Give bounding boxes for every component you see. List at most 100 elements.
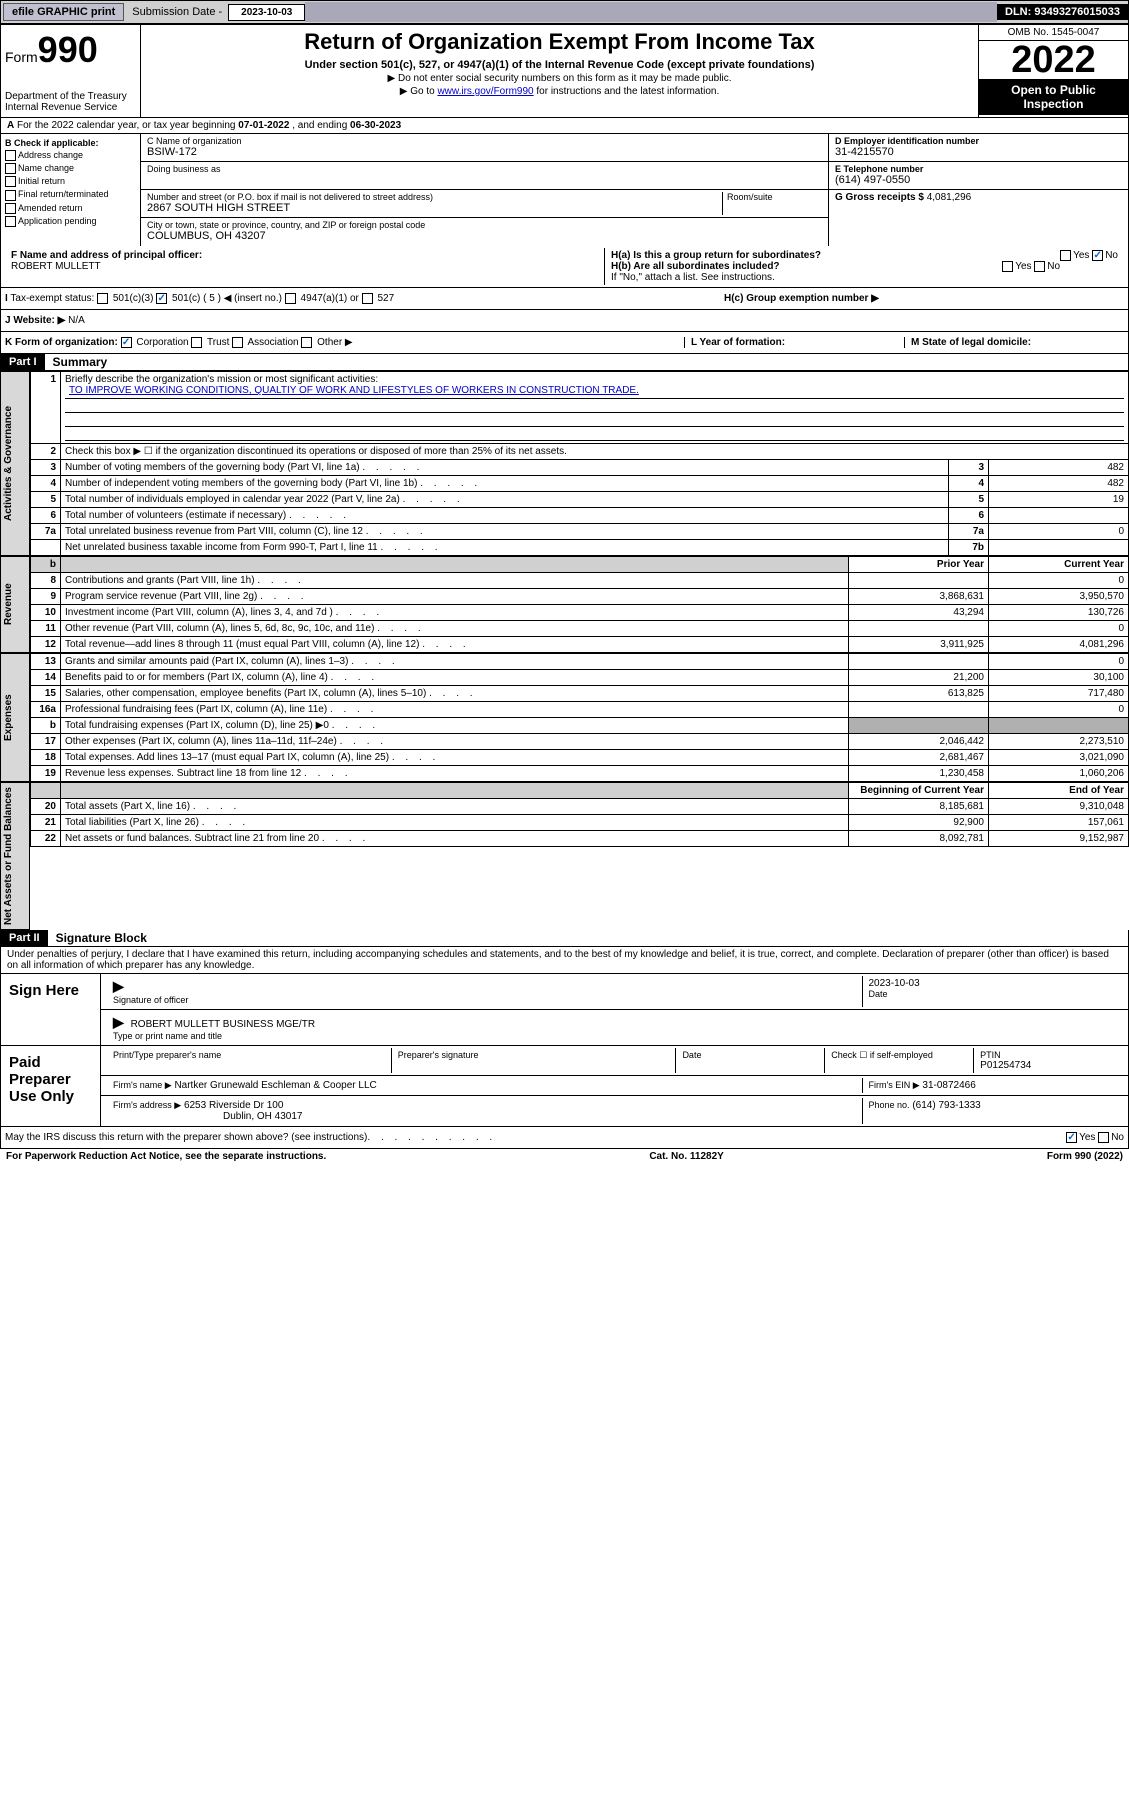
instruction-ssn: ▶ Do not enter social security numbers o… <box>145 73 974 84</box>
chk-discuss-no[interactable] <box>1098 1132 1109 1143</box>
chk-initial-return[interactable] <box>5 176 16 187</box>
chk-final-return[interactable] <box>5 190 16 201</box>
city-label: City or town, state or province, country… <box>147 220 822 230</box>
chk-ha-yes[interactable] <box>1060 250 1071 261</box>
chk-hb-no[interactable] <box>1034 261 1045 272</box>
efile-print-button[interactable]: efile GRAPHIC print <box>3 3 124 21</box>
irs-link[interactable]: www.irs.gov/Form990 <box>437 86 533 97</box>
lbl-initial: Initial return <box>18 176 65 186</box>
rev-blank-desc <box>61 557 849 573</box>
table-row: 5Total number of individuals employed in… <box>31 492 1129 508</box>
expenses-section: Expenses 13Grants and similar amounts pa… <box>0 653 1129 782</box>
org-name: BSIW-172 <box>147 146 822 158</box>
section-i-hc: I Tax-exempt status: 501(c)(3) 501(c) ( … <box>0 288 1129 310</box>
tax-year: 2022 <box>979 41 1128 79</box>
chk-corp[interactable] <box>121 337 132 348</box>
arrow-icon: ▶ <box>113 978 124 994</box>
table-row: 20Total assets (Part X, line 16) . . . .… <box>31 799 1129 815</box>
instruction-link: ▶ Go to www.irs.gov/Form990 for instruct… <box>145 86 974 97</box>
lbl-527: 527 <box>377 293 394 304</box>
paid-preparer-label: Paid Preparer Use Only <box>1 1046 101 1126</box>
table-row: 16aProfessional fundraising fees (Part I… <box>31 702 1129 718</box>
table-row: 19Revenue less expenses. Subtract line 1… <box>31 766 1129 782</box>
lbl-name-change: Name change <box>18 163 74 173</box>
table-row: 13Grants and similar amounts paid (Part … <box>31 654 1129 670</box>
chk-assoc[interactable] <box>232 337 243 348</box>
chk-501c3[interactable] <box>97 293 108 304</box>
part1-body: Activities & Governance 1 Briefly descri… <box>0 371 1129 556</box>
room-label: Room/suite <box>727 192 822 202</box>
submission-date: 2023-10-03 <box>228 4 305 21</box>
form-subtitle: Under section 501(c), 527, or 4947(a)(1)… <box>145 59 974 71</box>
city-value: COLUMBUS, OH 43207 <box>147 230 822 242</box>
website-value: N/A <box>68 315 85 326</box>
chk-name-change[interactable] <box>5 163 16 174</box>
sign-here-label: Sign Here <box>1 974 101 1045</box>
sig-officer-label: Signature of officer <box>113 995 856 1005</box>
chk-other[interactable] <box>301 337 312 348</box>
mission-text: TO IMPROVE WORKING CONDITIONS, QUALTIY O… <box>65 385 1124 399</box>
officer-name: ROBERT MULLETT <box>11 261 598 272</box>
firm-ein-label: Firm's EIN ▶ <box>869 1080 920 1090</box>
chk-hb-yes[interactable] <box>1002 261 1013 272</box>
table-row: 21Total liabilities (Part X, line 26) . … <box>31 815 1129 831</box>
chk-app-pending[interactable] <box>5 216 16 227</box>
chk-discuss-yes[interactable] <box>1066 1132 1077 1143</box>
ptin-value: P01254734 <box>980 1060 1116 1071</box>
sidebar-expenses: Expenses <box>0 653 30 782</box>
section-b-label: B Check if applicable: <box>5 138 136 148</box>
sign-date-label: Date <box>869 989 1117 999</box>
chk-address-change[interactable] <box>5 150 16 161</box>
lbl-501c3: 501(c)(3) <box>113 293 154 304</box>
state-domicile-label: M State of legal domicile: <box>911 337 1031 348</box>
table-row: bTotal fundraising expenses (Part IX, co… <box>31 718 1129 734</box>
line2-text: Check this box ▶ ☐ if the organization d… <box>61 444 1129 460</box>
form-footer: Form 990 (2022) <box>1047 1151 1123 1162</box>
part1-header-bar: Part I Summary <box>0 354 1129 371</box>
table-row: 22Net assets or fund balances. Subtract … <box>31 831 1129 847</box>
year-formation-label: L Year of formation: <box>691 337 785 348</box>
table-row: Net unrelated business taxable income fr… <box>31 540 1129 556</box>
chk-4947[interactable] <box>285 293 296 304</box>
chk-amended[interactable] <box>5 203 16 214</box>
firm-ein: 31-0872466 <box>922 1080 975 1091</box>
net-blank-desc <box>61 783 849 799</box>
table-row: 15Salaries, other compensation, employee… <box>31 686 1129 702</box>
chk-501c[interactable] <box>156 293 167 304</box>
chk-trust[interactable] <box>191 337 202 348</box>
mission-label: Briefly describe the organization's miss… <box>65 374 378 385</box>
row-a-text: For the 2022 calendar year, or tax year … <box>17 120 238 131</box>
org-name-label: C Name of organization <box>147 136 822 146</box>
ha-row: H(a) Is this a group return for subordin… <box>611 250 1118 261</box>
officer-name-title: ROBERT MULLETT BUSINESS MGE/TR <box>131 1019 315 1030</box>
officer-label: F Name and address of principal officer: <box>11 250 598 261</box>
table-row: 17Other expenses (Part IX, column (A), l… <box>31 734 1129 750</box>
table-row: 9Program service revenue (Part VIII, lin… <box>31 589 1129 605</box>
ptin-label: PTIN <box>980 1050 1116 1060</box>
part1-title: Summary <box>45 355 108 369</box>
section-j: J Website: ▶ N/A <box>0 310 1129 332</box>
lbl-app-pending: Application pending <box>18 216 97 226</box>
lbl-4947: 4947(a)(1) or <box>301 293 359 304</box>
instr-post: for instructions and the latest informat… <box>534 86 720 97</box>
table-row: 14Benefits paid to or for members (Part … <box>31 670 1129 686</box>
form-id-box: Form990 Department of the Treasury Inter… <box>1 25 141 117</box>
col-current-header: Current Year <box>989 557 1129 573</box>
chk-527[interactable] <box>362 293 373 304</box>
part2-header: Part II <box>1 930 48 946</box>
tax-exempt-label: Tax-exempt status: <box>10 293 94 304</box>
part2-header-bar: Part II Signature Block <box>0 930 1129 947</box>
ein-label: D Employer identification number <box>835 136 1122 146</box>
mission-blank1 <box>65 399 1124 413</box>
chk-ha-no[interactable] <box>1092 250 1103 261</box>
part2-title: Signature Block <box>48 931 147 945</box>
dba-label: Doing business as <box>147 164 822 174</box>
table-row: 10Investment income (Part VIII, column (… <box>31 605 1129 621</box>
firm-addr2: Dublin, OH 43017 <box>113 1111 856 1122</box>
firm-name: Nartker Grunewald Eschleman & Cooper LLC <box>174 1080 376 1091</box>
phone-label: E Telephone number <box>835 164 1122 174</box>
form-prefix: Form <box>5 49 38 65</box>
tax-year-begin: 07-01-2022 <box>238 120 289 131</box>
dots: . . . . . . . . . . <box>367 1132 496 1143</box>
hb-row: H(b) Are all subordinates included? Yes … <box>611 261 1118 272</box>
